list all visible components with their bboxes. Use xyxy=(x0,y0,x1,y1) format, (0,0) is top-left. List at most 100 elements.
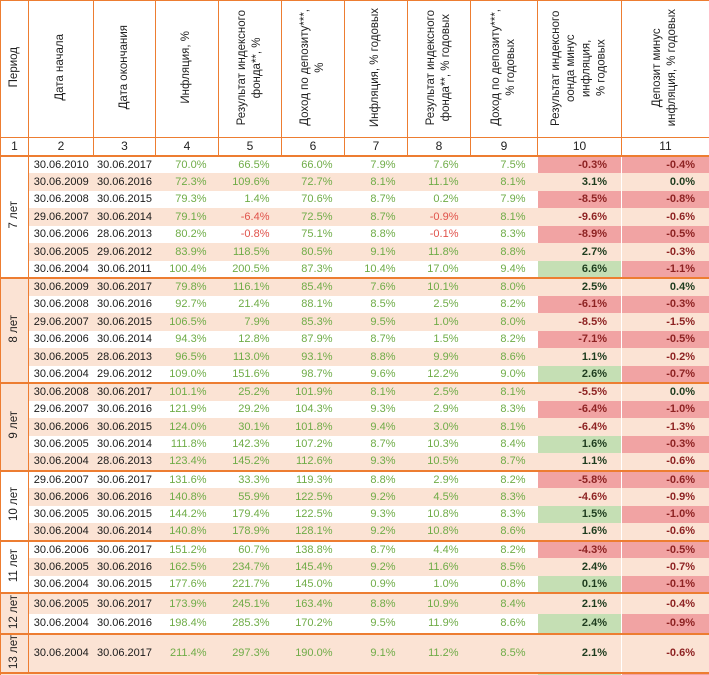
result-cell: -0.1% xyxy=(621,575,709,593)
table-row: 30.06.2004 30.06.2011 100.4% 200.5% 87.3% 10.… xyxy=(1,260,709,278)
value-cell: 9.1% xyxy=(344,243,408,261)
column-number: 9 xyxy=(470,137,538,157)
value-cell: 8.6% xyxy=(470,348,538,366)
start-date-cell: 30.06.2004 xyxy=(33,617,89,630)
table-row: 30.06.2006 30.06.2016 140.8% 55.9% 122.5% 9.2… xyxy=(1,488,709,506)
table-row: 30.06.2008 30.06.2015 79.3% 1.4% 70.6% 8.7% 0.… xyxy=(1,190,709,208)
result-cell: 2.4% xyxy=(537,558,622,576)
start-date-cell: 30.06.2006 xyxy=(33,333,89,346)
value-cell: 70.0% xyxy=(155,154,219,173)
result-cell: 2.1% xyxy=(537,592,622,614)
value-cell: 79.3% xyxy=(175,193,207,206)
table-row: 29.06.2007 30.06.2016 121.9% 29.2% 104.3% 9.3… xyxy=(1,400,709,418)
end-date-cell: 30.06.2014 xyxy=(93,208,156,226)
value-cell: 79.8% xyxy=(155,277,219,296)
value-cell: 94.3% xyxy=(175,333,207,346)
column-number: 1 xyxy=(0,137,29,157)
column-header-label: Инфляция, % годовых xyxy=(369,7,382,128)
column-number: 5 xyxy=(218,137,282,157)
value-cell: 8.7% xyxy=(370,438,396,451)
value-cell: 10.3% xyxy=(427,438,459,451)
column-header-label: Депозит минус инфляция, % годовых xyxy=(651,8,679,127)
result-cell: 0.0% xyxy=(621,173,709,191)
value-cell: 101.9% xyxy=(281,382,345,401)
start-date-cell: 30.06.2005 xyxy=(28,243,94,261)
value-cell: 0.9% xyxy=(370,577,396,590)
result-cell: -0.6% xyxy=(621,453,709,471)
value-cell: 7.9% xyxy=(500,193,526,206)
value-cell: 106.5% xyxy=(155,313,219,331)
end-date-cell: 30.06.2015 xyxy=(96,508,153,521)
table-row: 13 лет 30.06.2004 30.06.2017 211.4% 297.3% 19… xyxy=(0,633,709,673)
value-cell: 92.7% xyxy=(175,298,207,311)
end-date-cell: 30.06.2017 xyxy=(93,154,156,173)
value-cell: 8.5% xyxy=(470,633,538,673)
result-cell: 0.0% xyxy=(621,382,709,401)
value-cell: 8.2% xyxy=(500,333,526,346)
value-cell: 9.0% xyxy=(500,367,526,380)
value-cell: 285.3% xyxy=(232,617,270,630)
table-row: 8 лет 30.06.2009 30.06.2017 79.8% 116.1% 85.4… xyxy=(0,277,709,383)
end-date-cell: 30.06.2014 xyxy=(96,438,153,451)
value-cell: 8.2% xyxy=(470,469,538,488)
value-cell: 144.2% xyxy=(169,508,207,521)
column-number: 11 xyxy=(621,137,709,157)
value-cell: 145.2% xyxy=(218,453,282,471)
value-cell: 75.1% xyxy=(301,228,333,241)
end-date-cell: 30.06.2017 xyxy=(93,469,156,488)
end-date-cell: 30.06.2011 xyxy=(97,262,152,275)
value-cell: 12.2% xyxy=(427,367,459,380)
start-date-cell: 30.06.2006 xyxy=(33,228,89,241)
value-cell: 98.7% xyxy=(301,367,333,380)
value-cell: 170.2% xyxy=(295,617,333,630)
table-row: 9 лет 30.06.2008 30.06.2017 101.1% 25.2% 101.… xyxy=(0,382,709,471)
value-cell: 8.1% xyxy=(470,418,538,436)
value-cell: 72.3% xyxy=(155,173,219,191)
result-cell: -8.5% xyxy=(537,313,622,331)
start-date-cell: 29.06.2007 xyxy=(28,313,94,331)
value-cell: 85.3% xyxy=(281,313,345,331)
column-header-7: Инфляция, % годовых xyxy=(344,0,408,138)
value-cell: 83.9% xyxy=(155,243,219,261)
value-cell: -0.8% xyxy=(240,228,270,241)
value-cell: 9.1% xyxy=(344,633,408,673)
value-cell: 8.7% xyxy=(470,453,538,471)
column-number: 4 xyxy=(155,137,219,157)
value-cell: 8.8% xyxy=(470,243,538,261)
result-cell: -0.6% xyxy=(621,469,709,488)
start-date-cell: 30.06.2006 xyxy=(28,539,94,558)
value-cell: 2.5% xyxy=(433,298,459,311)
value-cell: 8.8% xyxy=(344,469,408,488)
value-cell: 87.3% xyxy=(301,262,333,275)
table-row: 30.06.2005 30.06.2016 162.5% 234.7% 145.4% 9.… xyxy=(1,558,709,576)
column-header-4: Инфляция, % xyxy=(155,0,219,138)
result-cell: -0.4% xyxy=(621,592,709,614)
period-group-cell: 13 лет xyxy=(0,633,29,673)
end-date-cell: 28.06.2013 xyxy=(93,348,156,366)
value-cell: 123.4% xyxy=(155,453,219,471)
table-row: 30.06.2005 30.06.2014 111.8% 142.3% 107.2% 8.… xyxy=(1,435,709,453)
start-date-cell: 30.06.2004 xyxy=(28,453,94,471)
value-cell: 10.4% xyxy=(364,262,396,275)
value-cell: 72.7% xyxy=(281,173,345,191)
result-cell: -0.3% xyxy=(621,435,709,453)
table-row: 30.06.2006 30.06.2015 124.0% 30.1% 101.8% 9.4… xyxy=(1,418,709,436)
period-label: 9 лет xyxy=(7,411,20,440)
value-cell: 7.9% xyxy=(344,154,408,173)
value-cell: 66.5% xyxy=(218,154,282,173)
value-cell: 111.8% xyxy=(170,438,207,451)
column-number: 7 xyxy=(344,137,408,157)
value-cell: 109.0% xyxy=(169,367,207,380)
value-cell: 124.0% xyxy=(155,418,219,436)
column-header-label: Результат индексного фонда**, % xyxy=(235,9,263,126)
partial-next-row xyxy=(0,671,709,675)
value-cell: 79.1% xyxy=(155,208,219,226)
end-date-cell: 30.06.2015 xyxy=(93,313,156,331)
end-date-cell: 30.06.2017 xyxy=(93,382,156,401)
value-cell: 8.7% xyxy=(344,208,408,226)
value-cell: 7.6% xyxy=(407,154,471,173)
value-cell: 9.5% xyxy=(344,313,408,331)
value-cell: 200.5% xyxy=(232,262,270,275)
result-cell: -1.5% xyxy=(621,313,709,331)
